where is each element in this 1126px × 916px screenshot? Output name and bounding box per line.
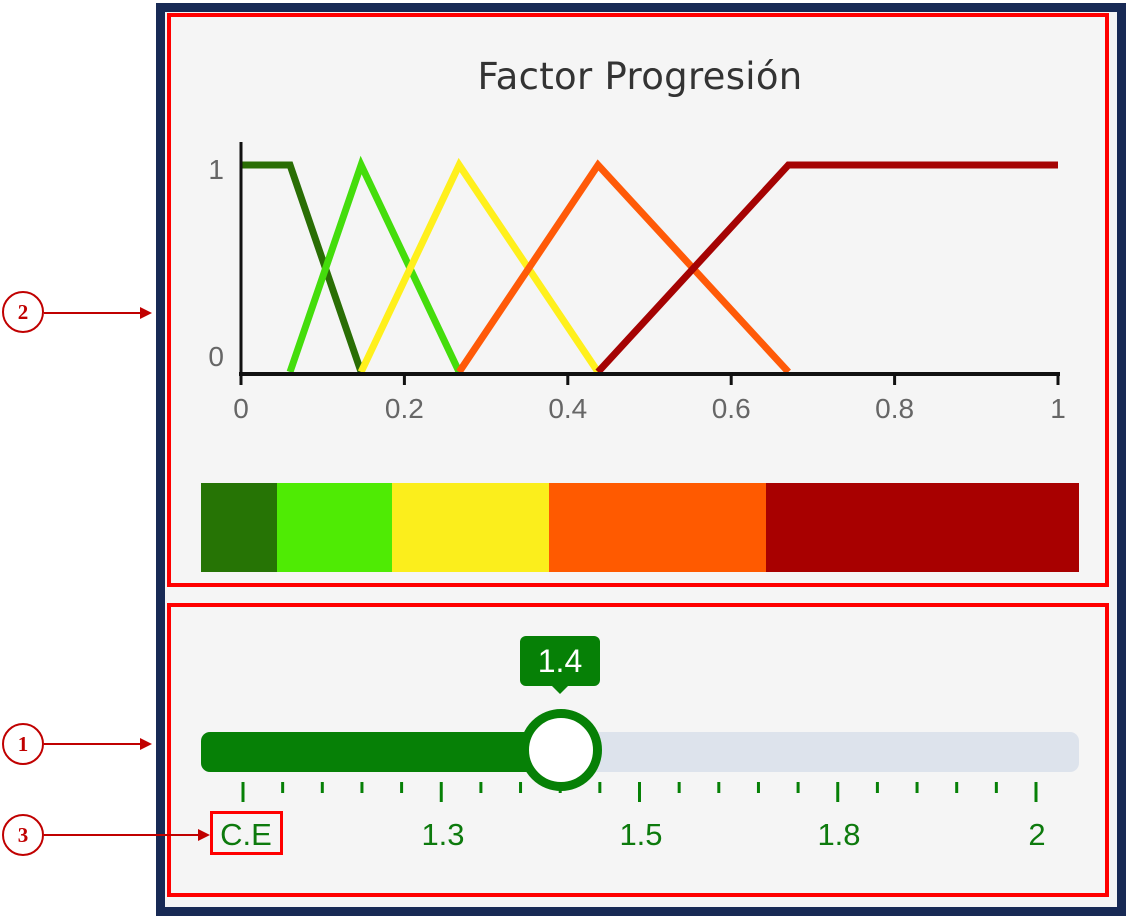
series-line-2: [357, 157, 601, 374]
color-bar-segment-1: [276, 483, 393, 572]
callout-2-line: [44, 312, 141, 314]
chart-title: Factor Progresión: [477, 55, 803, 98]
callout-3: 3: [2, 814, 44, 856]
y-tick-label-0: 0: [208, 341, 224, 372]
slider-label-2: 2: [1028, 817, 1046, 852]
slider-value-tooltip: 1.4: [520, 636, 600, 694]
color-scale-bar: [201, 483, 1079, 572]
series-line-4: [595, 161, 1058, 375]
slider-label-1-8: 1.8: [817, 817, 861, 852]
callout-3-line: [44, 834, 198, 836]
color-bar-segment-0: [201, 483, 277, 572]
series-line-0: [241, 161, 365, 374]
callout-2: 2: [2, 291, 44, 333]
x-tick-label-4: 0.8: [875, 393, 914, 424]
color-bar-segment-4: [766, 483, 1079, 572]
callout-1-line: [44, 743, 141, 745]
x-tick-label-2: 0.4: [548, 393, 587, 424]
slider-label-ce: C.E: [220, 817, 272, 852]
x-tick-label-1: 0.2: [385, 393, 424, 424]
callout-2-arrow: [140, 307, 152, 319]
x-tick-label-0: 0: [233, 393, 249, 424]
slider-label-1-5: 1.5: [619, 817, 663, 852]
y-tick-label-1: 1: [208, 154, 224, 185]
color-bar-segment-3: [548, 483, 767, 572]
series-line-1: [286, 155, 463, 374]
slider-fill: [201, 732, 561, 772]
slider-label-1-3: 1.3: [421, 817, 465, 852]
callout-1-arrow: [140, 738, 152, 750]
slider-track[interactable]: [201, 732, 1079, 772]
callout-3-arrow: [198, 829, 210, 841]
callout-1: 1: [2, 723, 44, 765]
color-bar-segment-2: [392, 483, 549, 572]
x-tick-label-5: 1: [1050, 393, 1066, 424]
slider-thumb[interactable]: [520, 709, 602, 791]
series-line-3: [456, 159, 791, 375]
x-tick-label-3: 0.6: [712, 393, 751, 424]
